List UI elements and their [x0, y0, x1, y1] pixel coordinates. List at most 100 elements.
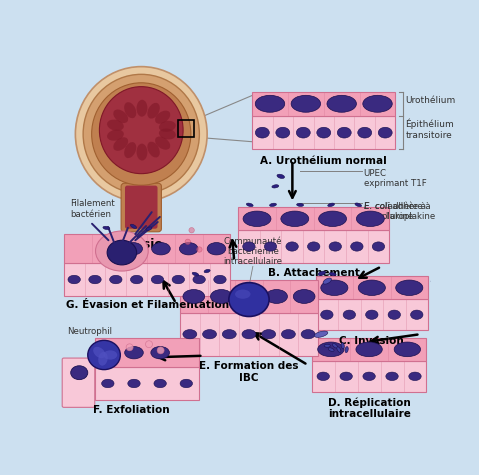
- Ellipse shape: [276, 127, 290, 138]
- Ellipse shape: [183, 330, 197, 339]
- Ellipse shape: [172, 276, 184, 284]
- Ellipse shape: [99, 347, 117, 359]
- Ellipse shape: [102, 379, 114, 388]
- FancyBboxPatch shape: [125, 186, 158, 228]
- Ellipse shape: [193, 276, 205, 284]
- Ellipse shape: [441, 273, 449, 277]
- Text: A. Urothélium normal: A. Urothélium normal: [261, 155, 387, 166]
- Ellipse shape: [394, 342, 421, 357]
- Ellipse shape: [75, 66, 207, 201]
- Ellipse shape: [98, 352, 108, 366]
- Text: D. Réplication
intracellulaire: D. Réplication intracellulaire: [328, 398, 411, 419]
- Ellipse shape: [148, 103, 160, 119]
- Ellipse shape: [317, 127, 331, 138]
- FancyBboxPatch shape: [252, 116, 396, 150]
- Ellipse shape: [128, 379, 140, 388]
- Ellipse shape: [183, 290, 205, 304]
- Ellipse shape: [243, 242, 255, 251]
- Text: E. Formation des
IBC: E. Formation des IBC: [199, 361, 299, 383]
- Ellipse shape: [317, 372, 330, 380]
- Ellipse shape: [378, 127, 392, 138]
- Ellipse shape: [151, 276, 164, 284]
- Ellipse shape: [185, 239, 191, 245]
- Ellipse shape: [222, 330, 236, 339]
- Ellipse shape: [297, 127, 310, 138]
- Ellipse shape: [130, 224, 137, 228]
- Ellipse shape: [277, 174, 285, 179]
- Ellipse shape: [329, 273, 336, 276]
- Ellipse shape: [431, 280, 437, 285]
- Ellipse shape: [262, 330, 275, 339]
- Ellipse shape: [155, 136, 170, 150]
- Text: E. coli adhère à
l'uroplakine: E. coli adhère à l'uroplakine: [364, 202, 430, 221]
- Ellipse shape: [255, 95, 285, 112]
- Ellipse shape: [345, 347, 348, 352]
- Ellipse shape: [126, 344, 133, 351]
- Ellipse shape: [113, 109, 128, 123]
- Ellipse shape: [148, 142, 160, 158]
- Ellipse shape: [152, 243, 170, 255]
- Ellipse shape: [372, 242, 385, 251]
- Ellipse shape: [211, 290, 232, 304]
- Ellipse shape: [301, 330, 315, 339]
- Ellipse shape: [159, 128, 176, 140]
- Ellipse shape: [356, 342, 382, 357]
- Ellipse shape: [328, 348, 334, 352]
- Ellipse shape: [83, 74, 199, 194]
- Ellipse shape: [286, 242, 298, 251]
- FancyBboxPatch shape: [252, 92, 396, 116]
- FancyBboxPatch shape: [64, 263, 230, 296]
- Ellipse shape: [264, 242, 277, 251]
- Ellipse shape: [356, 211, 384, 227]
- Ellipse shape: [146, 227, 152, 230]
- FancyBboxPatch shape: [62, 358, 95, 408]
- Ellipse shape: [246, 203, 253, 207]
- Ellipse shape: [124, 142, 137, 158]
- Ellipse shape: [242, 330, 256, 339]
- Ellipse shape: [332, 343, 338, 348]
- Ellipse shape: [180, 243, 198, 255]
- Ellipse shape: [281, 211, 309, 227]
- Text: Vessie: Vessie: [119, 238, 164, 251]
- Ellipse shape: [159, 121, 176, 132]
- Ellipse shape: [204, 269, 210, 273]
- Ellipse shape: [207, 243, 226, 255]
- Text: Urothélium: Urothélium: [406, 96, 456, 105]
- Ellipse shape: [365, 310, 378, 319]
- Ellipse shape: [340, 372, 353, 380]
- Text: Épithélium
transitoire: Épithélium transitoire: [406, 119, 454, 140]
- Ellipse shape: [88, 341, 120, 370]
- Ellipse shape: [124, 102, 137, 118]
- Ellipse shape: [270, 203, 276, 207]
- Ellipse shape: [107, 130, 124, 141]
- FancyBboxPatch shape: [238, 207, 389, 230]
- Ellipse shape: [103, 351, 117, 360]
- Ellipse shape: [255, 127, 269, 138]
- Ellipse shape: [243, 211, 271, 227]
- Ellipse shape: [358, 127, 372, 138]
- Ellipse shape: [68, 276, 80, 284]
- Text: E. coli: E. coli: [364, 202, 389, 211]
- Bar: [179, 120, 194, 137]
- Text: Communauté
bactérienne
intracellulaire: Communauté bactérienne intracellulaire: [223, 237, 282, 266]
- Ellipse shape: [203, 330, 217, 339]
- Ellipse shape: [318, 342, 344, 357]
- Ellipse shape: [266, 290, 287, 304]
- Ellipse shape: [100, 86, 183, 174]
- Ellipse shape: [337, 347, 341, 352]
- Ellipse shape: [155, 111, 170, 124]
- Ellipse shape: [321, 280, 348, 295]
- Text: Filalement
bactérien: Filalement bactérien: [70, 200, 114, 219]
- Ellipse shape: [388, 310, 400, 319]
- Ellipse shape: [113, 137, 128, 151]
- Ellipse shape: [329, 242, 342, 251]
- Ellipse shape: [355, 203, 362, 207]
- Ellipse shape: [235, 290, 251, 299]
- Ellipse shape: [319, 211, 346, 227]
- Ellipse shape: [214, 276, 226, 284]
- Ellipse shape: [137, 143, 148, 161]
- Ellipse shape: [396, 280, 423, 295]
- Ellipse shape: [154, 379, 166, 388]
- Ellipse shape: [323, 278, 331, 284]
- Ellipse shape: [328, 203, 334, 207]
